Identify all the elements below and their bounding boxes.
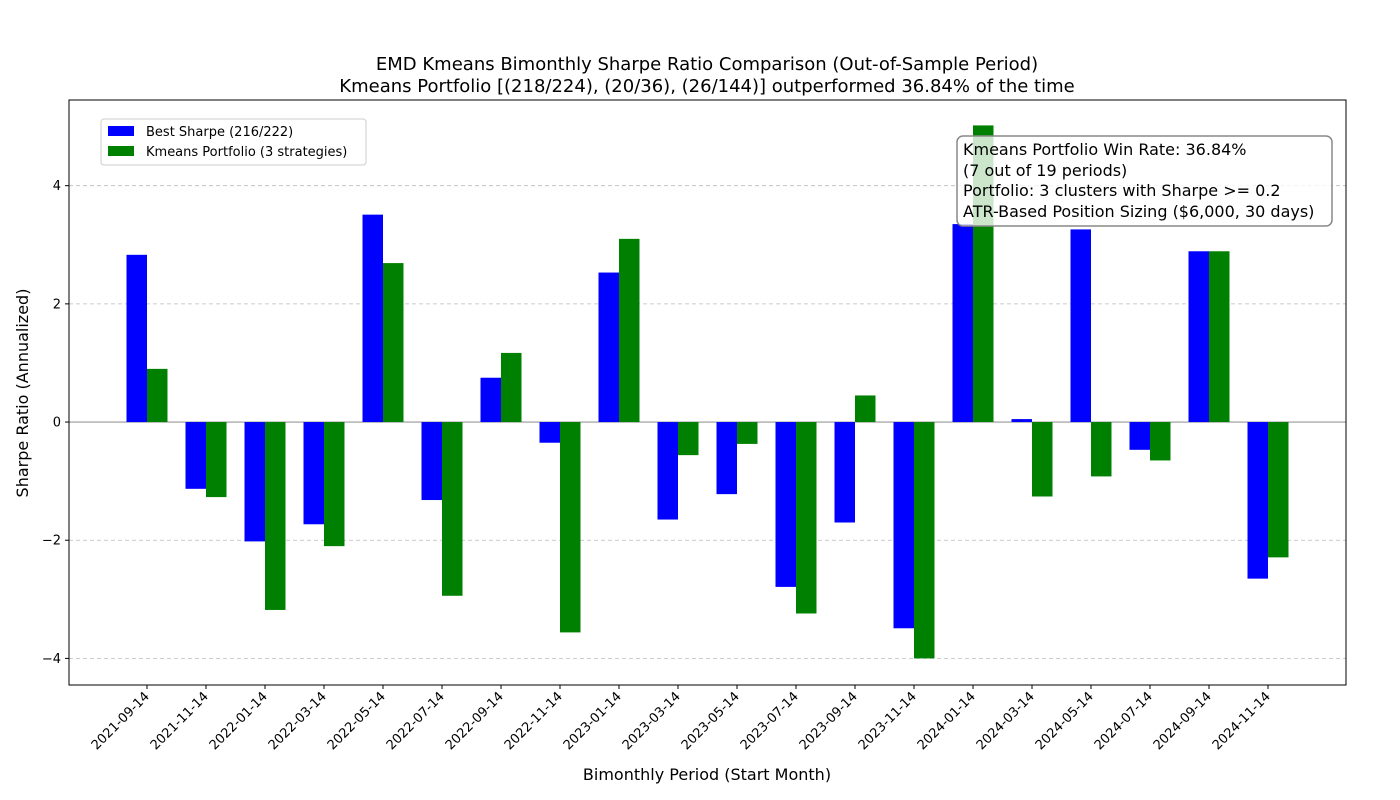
bar-best-sharpe-2024-01-14 <box>952 224 973 423</box>
bar-best-sharpe-2022-11-14 <box>539 422 560 443</box>
x-tick-label: 2023-07-14 <box>738 689 802 753</box>
bar-kmeans-2021-09-14 <box>147 368 168 423</box>
x-tick-label: 2022-09-14 <box>443 689 507 753</box>
win-rate-annotation: Kmeans Portfolio Win Rate: 36.84% (7 out… <box>956 135 1333 227</box>
bar-kmeans-2022-01-14 <box>265 422 286 610</box>
bar-best-sharpe-2023-11-14 <box>893 422 914 629</box>
bar-kmeans-2021-11-14 <box>206 422 227 498</box>
bars-group <box>126 125 1289 659</box>
bar-kmeans-2023-01-14 <box>619 238 640 423</box>
bar-best-sharpe-2022-05-14 <box>362 214 383 423</box>
bar-kmeans-2022-07-14 <box>442 422 463 596</box>
x-tick-label: 2022-07-14 <box>384 689 448 753</box>
bar-kmeans-2023-05-14 <box>737 422 758 444</box>
bar-best-sharpe-2021-11-14 <box>185 422 206 489</box>
bar-kmeans-2022-05-14 <box>383 263 404 423</box>
bar-best-sharpe-2022-03-14 <box>303 422 324 525</box>
x-tick-label: 2023-09-14 <box>797 689 861 753</box>
legend: Best Sharpe (216/222) Kmeans Portfolio (… <box>100 118 367 166</box>
bar-kmeans-2023-07-14 <box>796 422 817 614</box>
bar-kmeans-2024-09-14 <box>1209 251 1230 423</box>
bar-best-sharpe-2022-01-14 <box>244 422 265 542</box>
x-axis-label: Bimonthly Period (Start Month) <box>583 765 831 784</box>
legend-box <box>100 118 367 166</box>
bar-best-sharpe-2023-03-14 <box>657 422 678 520</box>
chart-title: EMD Kmeans Bimonthly Sharpe Ratio Compar… <box>376 54 1038 75</box>
y-tick-label: 4 <box>53 179 61 194</box>
legend-swatch-kmeans <box>108 146 134 156</box>
annotation-line-win-rate: Kmeans Portfolio Win Rate: 36.84% <box>963 140 1247 159</box>
annotation-line-clusters: Portfolio: 3 clusters with Sharpe >= 0.2 <box>963 181 1281 200</box>
y-tick-label: 2 <box>53 297 61 312</box>
x-tick-label: 2022-03-14 <box>266 689 330 753</box>
x-tick-label: 2023-03-14 <box>620 689 684 753</box>
bar-kmeans-2022-11-14 <box>560 422 581 633</box>
y-tick-label: −4 <box>42 652 61 667</box>
y-tick-label: 0 <box>53 416 61 431</box>
annotation-line-periods: (7 out of 19 periods) <box>963 161 1127 180</box>
bar-best-sharpe-2024-09-14 <box>1188 251 1209 423</box>
annotation-line-sizing: ATR-Based Position Sizing ($6,000, 30 da… <box>963 202 1314 221</box>
x-tick-label: 2022-05-14 <box>325 689 389 753</box>
bar-kmeans-2023-09-14 <box>855 395 876 423</box>
bar-best-sharpe-2023-09-14 <box>834 422 855 523</box>
x-axis: 2021-09-142021-11-142022-01-142022-03-14… <box>89 685 1274 753</box>
y-axis: −4 −2 0 2 4 <box>42 179 69 667</box>
x-tick-label: 2024-09-14 <box>1151 689 1215 753</box>
bar-kmeans-2023-03-14 <box>678 422 699 456</box>
bar-best-sharpe-2024-05-14 <box>1070 229 1091 423</box>
bar-best-sharpe-2022-07-14 <box>421 422 442 501</box>
x-tick-label: 2024-03-14 <box>974 689 1038 753</box>
bar-best-sharpe-2024-07-14 <box>1129 422 1150 450</box>
x-tick-label: 2024-01-14 <box>915 689 979 753</box>
legend-label-best-sharpe: Best Sharpe (216/222) <box>146 125 293 140</box>
x-tick-label: 2023-11-14 <box>856 689 920 753</box>
x-tick-label: 2023-05-14 <box>679 689 743 753</box>
x-tick-label: 2024-07-14 <box>1092 689 1156 753</box>
bar-kmeans-2024-11-14 <box>1268 422 1289 558</box>
x-tick-label: 2022-11-14 <box>502 689 566 753</box>
bar-best-sharpe-2023-01-14 <box>598 272 619 423</box>
x-tick-label: 2021-09-14 <box>89 689 153 753</box>
bar-kmeans-2023-11-14 <box>914 422 935 659</box>
plot-frame <box>68 99 1347 686</box>
legend-swatch-best-sharpe <box>108 126 134 136</box>
legend-label-kmeans: Kmeans Portfolio (3 strategies) <box>146 145 347 160</box>
y-tick-label: −2 <box>42 534 61 549</box>
bar-kmeans-2022-09-14 <box>501 352 522 423</box>
x-tick-label: 2024-11-14 <box>1210 689 1274 753</box>
chart-subtitle: Kmeans Portfolio [(218/224), (20/36), (2… <box>339 76 1074 97</box>
bar-kmeans-2024-07-14 <box>1150 422 1171 461</box>
bar-best-sharpe-2023-07-14 <box>775 422 796 587</box>
x-tick-label: 2022-01-14 <box>207 689 271 753</box>
x-tick-label: 2024-05-14 <box>1033 689 1097 753</box>
bar-kmeans-2024-03-14 <box>1032 422 1053 497</box>
x-tick-label: 2023-01-14 <box>561 689 625 753</box>
annotation-box <box>956 135 1333 227</box>
bar-best-sharpe-2023-05-14 <box>716 422 737 495</box>
bar-kmeans-2022-03-14 <box>324 422 345 547</box>
bar-best-sharpe-2024-03-14 <box>1011 419 1032 423</box>
bar-best-sharpe-2024-11-14 <box>1247 422 1268 579</box>
bar-best-sharpe-2021-09-14 <box>126 254 147 423</box>
bar-kmeans-2024-05-14 <box>1091 422 1112 477</box>
x-tick-label: 2021-11-14 <box>148 689 212 753</box>
bar-best-sharpe-2022-09-14 <box>480 377 501 423</box>
y-axis-label: Sharpe Ratio (Annualized) <box>13 289 32 498</box>
